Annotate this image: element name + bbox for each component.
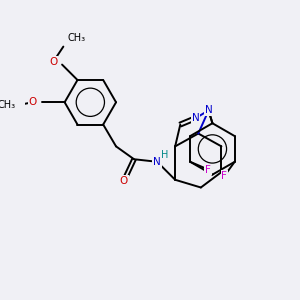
Text: O: O <box>120 176 128 186</box>
Text: CH₃: CH₃ <box>67 33 85 43</box>
Text: N: N <box>153 157 161 167</box>
Text: CH₃: CH₃ <box>0 100 16 110</box>
Text: H: H <box>161 150 168 161</box>
Text: O: O <box>49 57 57 67</box>
Text: F: F <box>205 164 211 175</box>
Text: N: N <box>205 105 212 116</box>
Text: N: N <box>192 113 200 123</box>
Text: O: O <box>28 97 37 107</box>
Text: F: F <box>221 171 227 181</box>
